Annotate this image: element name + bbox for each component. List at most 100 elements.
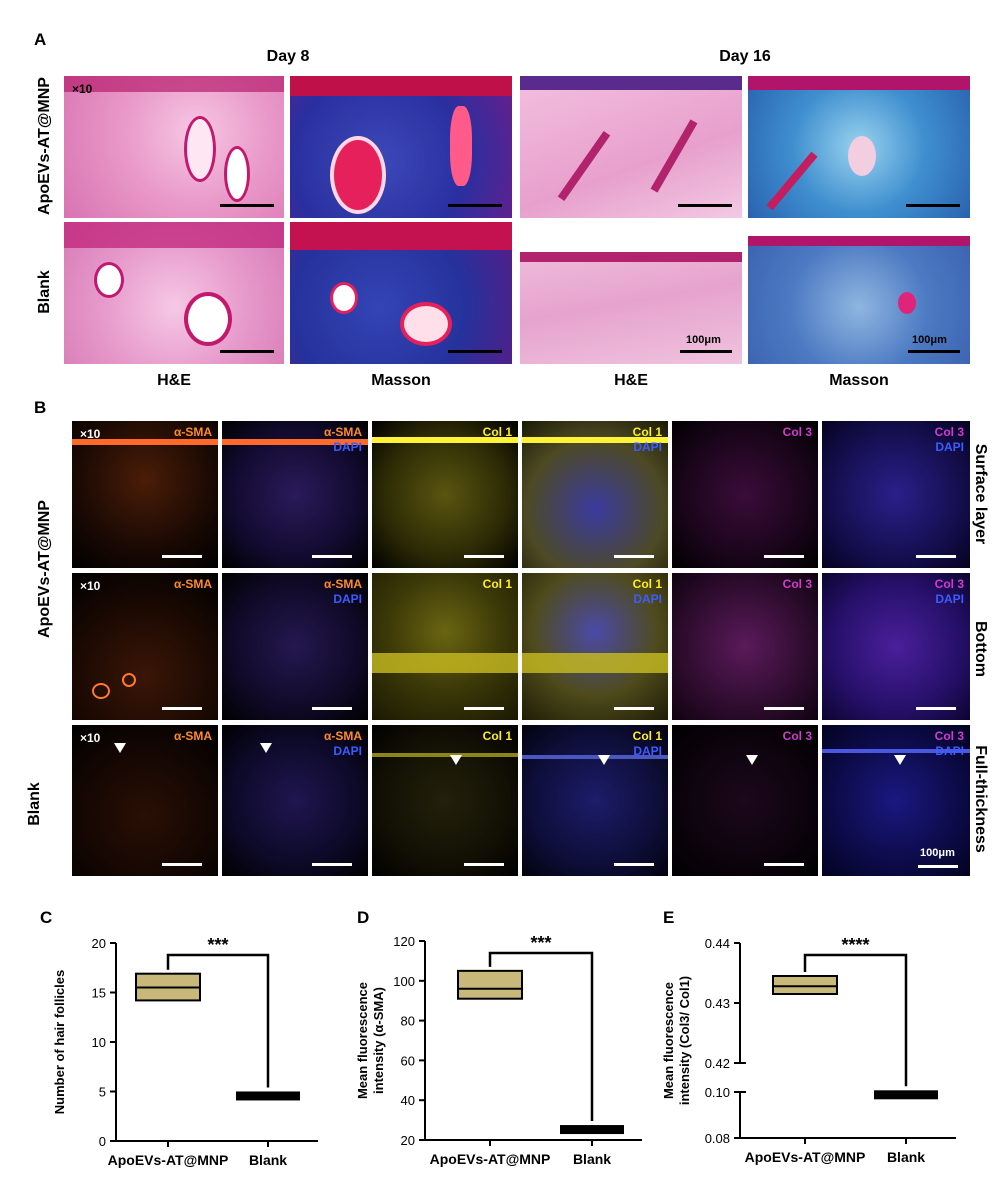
if-col1-dapi-blank-image: Col 1 DAPI bbox=[522, 725, 668, 876]
if-col3-dapi-bottom-image: Col 3 DAPI bbox=[822, 573, 970, 720]
channel-label-col3: Col 3 bbox=[782, 577, 812, 591]
chart-d: D 20 40 60 80 100 120 Mean fluorescence intensit… bbox=[355, 908, 642, 1167]
masson-day8-blank-image bbox=[290, 222, 512, 364]
if-col3-blank-image: Col 3 bbox=[672, 725, 818, 876]
scale-bar bbox=[448, 204, 502, 207]
channel-label-col1: Col 1 bbox=[482, 425, 512, 439]
channel-label-merged: Col 3 DAPI bbox=[934, 425, 964, 454]
panel-letter: C bbox=[40, 908, 52, 927]
channel-label-asma: α-SMA bbox=[173, 577, 212, 591]
scale-bar bbox=[220, 350, 274, 353]
arrowhead-marker bbox=[598, 755, 610, 765]
scale-bar bbox=[464, 863, 504, 866]
x-tick-label: ApoEVs-AT@MNP bbox=[745, 1149, 866, 1165]
y-tick-label: 5 bbox=[99, 1085, 106, 1100]
y-tick-label: 0.44 bbox=[705, 936, 730, 951]
scale-bar bbox=[614, 707, 654, 710]
channel-label-asma: α-SMA bbox=[173, 425, 212, 439]
x-tick-label: ApoEVs-AT@MNP bbox=[108, 1152, 229, 1168]
masson-day16-blank-image: 100μm bbox=[748, 222, 970, 364]
col-label-masson-2: Masson bbox=[829, 372, 889, 389]
significance-label: *** bbox=[207, 935, 228, 955]
chart-c: C 0 5 10 15 20 Number of hair follicles ApoEVs-… bbox=[40, 908, 318, 1168]
scale-bar bbox=[614, 863, 654, 866]
arrowhead-marker bbox=[114, 743, 126, 753]
channel-label-asma: α-SMA bbox=[173, 729, 212, 743]
panel-letter: E bbox=[663, 908, 674, 927]
panel-b-row-label-blank: Blank bbox=[26, 782, 43, 826]
scale-bar bbox=[162, 707, 202, 710]
box-treated bbox=[772, 975, 838, 995]
scale-bar bbox=[312, 863, 352, 866]
chart-e: E 0.08 0.10 0.42 0.43 0.44 Mean fluorescence in… bbox=[661, 908, 956, 1165]
col-label-he-2: H&E bbox=[614, 372, 648, 389]
panel-b-letter: B bbox=[34, 398, 47, 417]
side-label-bottom: Bottom bbox=[972, 621, 989, 677]
panel-b-row-label-treated: ApoEVs-AT@MNP bbox=[36, 500, 53, 638]
channel-label-col3: Col 3 bbox=[782, 425, 812, 439]
if-asma-dapi-surface-image: α-SMA DAPI bbox=[222, 421, 368, 568]
scale-bar bbox=[764, 863, 804, 866]
channel-label-merged: Col 3 DAPI bbox=[934, 729, 964, 758]
scale-bar bbox=[680, 350, 732, 353]
scale-bar bbox=[916, 707, 956, 710]
scale-bar bbox=[464, 555, 504, 558]
scale-bar bbox=[464, 707, 504, 710]
scale-bar bbox=[220, 204, 274, 207]
scale-bar-label: 100μm bbox=[920, 847, 955, 859]
y-tick-label: 10 bbox=[92, 1035, 106, 1050]
scale-bar bbox=[678, 204, 732, 207]
significance-bracket bbox=[166, 953, 270, 1088]
he-day16-blank-image: 100μm bbox=[520, 222, 742, 364]
channel-label-col1: Col 1 bbox=[482, 577, 512, 591]
masson-day8-treated-image bbox=[290, 76, 512, 218]
day8-header: Day 8 bbox=[266, 48, 310, 65]
y-tick-label: 0 bbox=[99, 1134, 106, 1149]
magnification-label: ×10 bbox=[80, 427, 101, 441]
magnification-label: ×10 bbox=[80, 579, 101, 593]
y-tick-label: 100 bbox=[393, 974, 415, 989]
channel-label-merged: Col 1 DAPI bbox=[632, 425, 662, 454]
x-tick-label: ApoEVs-AT@MNP bbox=[430, 1151, 551, 1167]
y-tick-label: 40 bbox=[401, 1093, 415, 1108]
scale-bar bbox=[448, 350, 502, 353]
y-axis-label: intensity (α-SMA) bbox=[371, 987, 386, 1094]
y-axis-label: Number of hair follicles bbox=[52, 970, 67, 1114]
significance-label: *** bbox=[530, 933, 551, 953]
arrowhead-marker bbox=[894, 755, 906, 765]
significance-label: **** bbox=[841, 935, 869, 955]
y-tick-label: 15 bbox=[92, 986, 106, 1001]
if-asma-bottom-image: ×10 α-SMA bbox=[72, 573, 218, 720]
he-day8-blank-image bbox=[64, 222, 284, 364]
y-tick-label: 0.43 bbox=[705, 996, 730, 1011]
scale-bar bbox=[906, 204, 960, 207]
scale-bar bbox=[312, 707, 352, 710]
if-col1-bottom-image: Col 1 bbox=[372, 573, 518, 720]
side-label-surface: Surface layer bbox=[972, 443, 989, 545]
channel-label-merged: α-SMA DAPI bbox=[323, 425, 362, 454]
panel-a-letter: A bbox=[34, 30, 47, 49]
y-tick-label: 20 bbox=[92, 936, 106, 951]
panel-a-row-label-treated: ApoEVs-AT@MNP bbox=[36, 77, 53, 215]
he-day16-treated-image bbox=[520, 76, 742, 218]
x-tick-label: Blank bbox=[573, 1151, 611, 1167]
channel-label-merged: α-SMA DAPI bbox=[323, 577, 362, 606]
if-col1-surface-image: Col 1 bbox=[372, 421, 518, 568]
magnification-label: ×10 bbox=[80, 731, 101, 745]
channel-label-col1: Col 1 bbox=[482, 729, 512, 743]
y-axis-label: Mean fluorescence bbox=[661, 982, 676, 1099]
panel-letter: D bbox=[357, 908, 369, 927]
y-tick-label: 0.42 bbox=[705, 1056, 730, 1071]
scale-bar-label: 100μm bbox=[686, 334, 721, 346]
channel-label-merged: α-SMA DAPI bbox=[323, 729, 362, 758]
channel-label-merged: Col 1 DAPI bbox=[632, 577, 662, 606]
scale-bar-label: 100μm bbox=[912, 334, 947, 346]
y-tick-label: 20 bbox=[401, 1133, 415, 1148]
scale-bar bbox=[162, 555, 202, 558]
col-label-he-1: H&E bbox=[157, 372, 191, 389]
box-blank bbox=[560, 1125, 624, 1135]
scale-bar bbox=[764, 555, 804, 558]
masson-day16-treated-image bbox=[748, 76, 970, 218]
y-axis-label: intensity (Col3/ Col1) bbox=[677, 976, 692, 1105]
if-asma-surface-image: ×10 α-SMA bbox=[72, 421, 218, 568]
